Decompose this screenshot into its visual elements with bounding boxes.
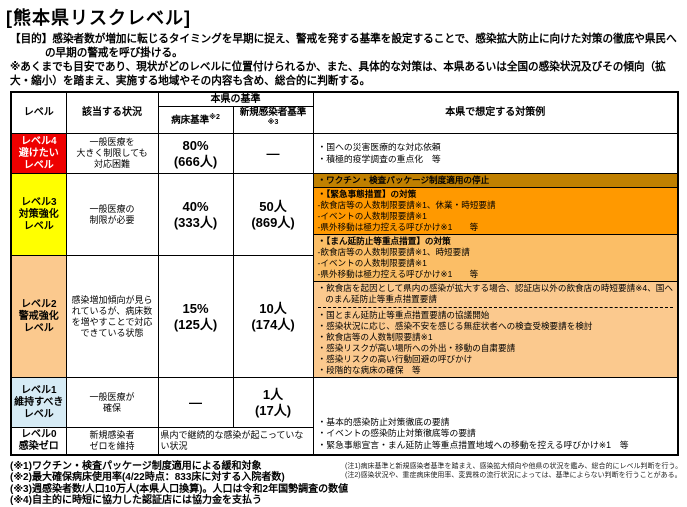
- emergency-measures-block: ・【緊急事態措置】の対策 ‐飲食店等の人数制限要請※1、休業・時短要請 ‐イベン…: [313, 187, 677, 235]
- dashed-divider: [317, 307, 673, 309]
- level3-level2-measures-cell: ・ワクチン・検査パッケージ制度適用の停止 ・【緊急事態措置】の対策 ‐飲食店等の…: [312, 173, 679, 379]
- level1-status-cell: 一般医療が 確保: [65, 377, 159, 429]
- header-bed-standard: 病床基準※2: [157, 106, 234, 135]
- level2-bed-cell: 15% (125人): [157, 254, 234, 379]
- measure-item: ‐イベントの人数制限要請※1: [317, 211, 427, 222]
- header-level: レベル: [10, 91, 67, 135]
- risk-level-table: レベル 該当する状況 本県の基準 本県で想定する対策例 病床基準※2 新規感染者…: [10, 90, 679, 456]
- measure-item: ‐県外移動は極力控える呼びかけ※1 等: [317, 222, 479, 233]
- measure-item: ・緊急事態宣言・まん延防止等重点措置地域への移動を控える呼びかけ※1 等: [317, 439, 629, 450]
- caveat-text: ※あくまでも目安であり、現状がどのレベルに位置付けられるか、また、具体的な対策は…: [10, 60, 666, 87]
- header-bed-label: 病床基準: [171, 114, 210, 126]
- vaccine-package-stop-bar: ・ワクチン・検査パッケージ制度適用の停止: [313, 174, 677, 188]
- side-note-item: (注2)感染状況や、重症病床使用率、変異株の流行状況によっては、基準によらない判…: [345, 472, 682, 480]
- level2-label-cell: レベル2 警戒強化 レベル: [10, 254, 67, 379]
- measure-item: ‐イベントの人数制限要請※1: [317, 258, 427, 269]
- header-newcases-sup: ※3: [267, 119, 279, 127]
- priority-block-title: ・【まん延防止等重点措置】の対策: [317, 236, 451, 247]
- level1-bed-cell: ―: [157, 377, 234, 429]
- header-row-1: レベル 該当する状況 本県の基準 本県で想定する対策例: [10, 91, 679, 135]
- level3-bed-cell: 40% (333人): [157, 173, 234, 256]
- level4-bed-cell: 80% (666人): [157, 133, 234, 175]
- row-level3: レベル3 対策強化 レベル 一般医療の 制限が必要 40% (333人) 50人…: [10, 173, 679, 379]
- measure-item: ・感染状況に応じ、感染不安を感じる無症状者への検査受検要請を検討: [317, 321, 593, 332]
- level3-label-cell: レベル3 対策強化 レベル: [10, 173, 67, 256]
- footnote-item: (※4)自主的に時短に協力した認証店には協力金を支払う: [10, 495, 262, 507]
- level2-status-cell: 感染増加傾向が見られているが、病床数を増やすことで対応できている状態: [65, 254, 159, 379]
- purpose-text: 【目的】感染者数が増加に転じるタイミングを早期に捉え、警戒を発する基準を設定する…: [10, 33, 677, 59]
- measure-item: ・基本的感染防止対策徹底の要請: [317, 416, 450, 427]
- level0-status-cell: 新規感染者 ゼロを維持: [65, 427, 159, 456]
- measure-item: ・国への災害医療的な対応依頼: [317, 142, 441, 153]
- measure-item: ・段階的な病床の確保 等: [317, 365, 421, 376]
- side-notes: (注1)病床基準と新規感染者基準を踏まえ、感染拡大傾向や他県の状況を鑑み、総合的…: [345, 462, 685, 480]
- side-note-item: (注1)病床基準と新規感染者基準を踏まえ、感染拡大傾向や他県の状況を鑑み、総合的…: [345, 462, 683, 470]
- footnote-item: (※2)最大確保病床使用率(4/22時点：833床に対する入院者数): [10, 472, 285, 484]
- footnote-section: (※1)ワクチン・検査パッケージ制度適用による緩和対象 (※2)最大確保病床使用…: [10, 460, 682, 507]
- header-newcases-standard: 新規感染者基準※3: [232, 106, 314, 135]
- measure-item: ・国とまん延防止等重点措置要請の協議開始: [317, 310, 490, 321]
- row-level2: レベル2 警戒強化 レベル 感染増加傾向が見られているが、病床数を増やすことで対…: [10, 254, 678, 379]
- level0-label-cell: レベル0 感染ゼロ: [10, 427, 67, 456]
- header-status: 該当する状況: [65, 91, 159, 135]
- level1-level0-measures-cell: ・基本的感染防止対策徹底の要請 ・イベントの感染防止対策徹底等の要請 ・緊急事態…: [312, 377, 679, 456]
- emergency-block-title: ・【緊急事態措置】の対策: [317, 189, 417, 200]
- level1-label-cell: レベル1 維持すべき レベル: [10, 377, 67, 429]
- measure-item: ・飲食店を起因として県内の感染が拡大する場合、認証店以外の飲食店の時短要請※4、…: [317, 283, 673, 305]
- row-level0: レベル0 感染ゼロ 新規感染者 ゼロを維持 県内で継続的な感染が起こっていない状…: [10, 427, 678, 456]
- header-bed-sup: ※2: [209, 113, 220, 121]
- level2-newcases-cell: 10人 (174人): [232, 254, 314, 379]
- row-level4: レベル4 避けたい レベル 一般医療を 大きく制限しても 対応困難 80% (6…: [10, 133, 679, 175]
- intro-section: 【目的】感染者数が増加に転じるタイミングを早期に捉え、警戒を発する基準を設定する…: [10, 33, 683, 89]
- footnote-item: (※1)ワクチン・検査パッケージ制度適用による緩和対象: [10, 460, 262, 472]
- measure-item: ‐飲食店等の人数制限要請※1、時短要請: [317, 247, 470, 258]
- measure-item: ・感染リスクが高い場所への外出・移動の自粛要請: [317, 343, 516, 354]
- header-newcases-label: 新規感染者基準: [239, 107, 307, 119]
- level3-newcases-cell: 50人 (869人): [232, 173, 314, 256]
- header-measures: 本県で想定する対策例: [312, 91, 679, 135]
- level4-measures-cell: ・国への災害医療的な対応依頼 ・積極的疫学調査の重点化 等: [312, 133, 679, 175]
- measure-item: ・飲食店等の人数制限要請※1: [317, 332, 433, 343]
- measure-item: ‐県外移動は極力控える呼びかけ※1 等: [317, 269, 479, 280]
- measure-item: ・イベントの感染防止対策徹底等の要請: [317, 428, 476, 439]
- level4-status-cell: 一般医療を 大きく制限しても 対応困難: [65, 133, 159, 175]
- measure-item: ・感染リスクの高い行動回避の呼びかけ: [317, 354, 473, 365]
- header-pref-standard: 本県の基準: [157, 91, 314, 108]
- row-level1: レベル1 維持すべき レベル 一般医療が 確保 ― 1人 (17人) ・基本的感…: [10, 377, 679, 456]
- footnote-item: (※3)週感染者数/人口10万人(本県人口換算)。人口は令和2年国勢調査の数値: [10, 483, 349, 495]
- measure-item: ‐飲食店等の人数制限要請※1、休業・時短要請: [317, 200, 496, 211]
- level0-merged-cell: 県内で継続的な感染が起こっていない状況: [157, 427, 314, 456]
- kumamoto-risk-level-document: [熊本県リスクレベル] 【目的】感染者数が増加に転じるタイミングを早期に捉え、警…: [0, 4, 687, 506]
- header-row-2: 病床基準※2 新規感染者基準※3: [11, 106, 678, 135]
- level2-measures-block: ・飲食店を起因として県内の感染が拡大する場合、認証店以外の飲食店の時短要請※4、…: [313, 281, 677, 378]
- level4-label-cell: レベル4 避けたい レベル: [10, 133, 67, 175]
- priority-measures-block: ・【まん延防止等重点措置】の対策 ‐飲食店等の人数制限要請※1、時短要請 ‐イベ…: [313, 234, 677, 282]
- level4-newcases-cell: ―: [232, 133, 314, 175]
- level3-status-cell: 一般医療の 制限が必要: [65, 173, 159, 256]
- page-title: [熊本県リスクレベル]: [6, 8, 191, 28]
- measure-item: ・積極的疫学調査の重点化 等: [317, 153, 441, 164]
- level1-newcases-cell: 1人 (17人): [232, 377, 314, 429]
